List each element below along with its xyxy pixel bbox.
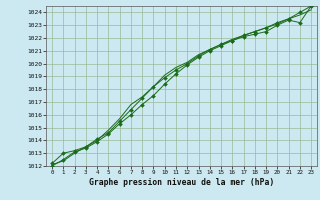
X-axis label: Graphe pression niveau de la mer (hPa): Graphe pression niveau de la mer (hPa) [89, 178, 274, 187]
